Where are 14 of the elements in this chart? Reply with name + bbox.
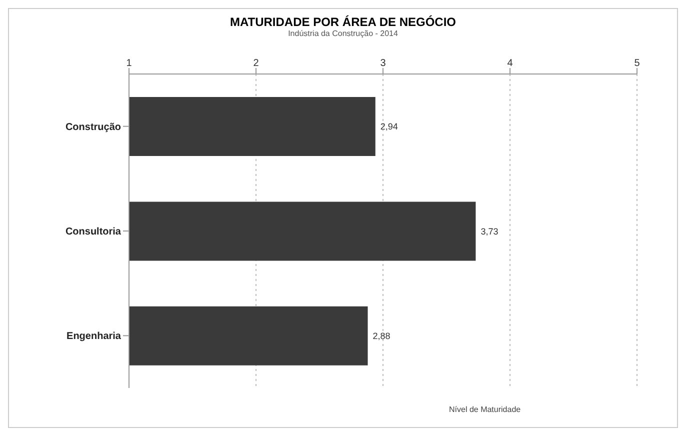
data-label: 3,73 <box>480 226 498 236</box>
chart-title: MATURIDADE POR ÁREA DE NEGÓCIO <box>228 15 457 29</box>
x-tick-label: 2 <box>253 58 260 69</box>
y-tick-label: Engenharia <box>66 331 122 342</box>
data-label: 2,94 <box>380 122 398 132</box>
x-axis-title: Nível de Maturidade <box>449 405 521 414</box>
y-tick-label: Consultoria <box>65 226 122 238</box>
x-tick-label: 5 <box>634 58 640 69</box>
x-tick-label: 4 <box>507 58 514 69</box>
x-tick-label: 1 <box>126 58 132 69</box>
x-tick-label: 3 <box>380 58 386 69</box>
y-tick-label: Construção <box>65 122 121 133</box>
data-label: 2,88 <box>372 331 390 342</box>
chart-subtitle: Indústria da Construção - 2014 <box>287 29 399 38</box>
